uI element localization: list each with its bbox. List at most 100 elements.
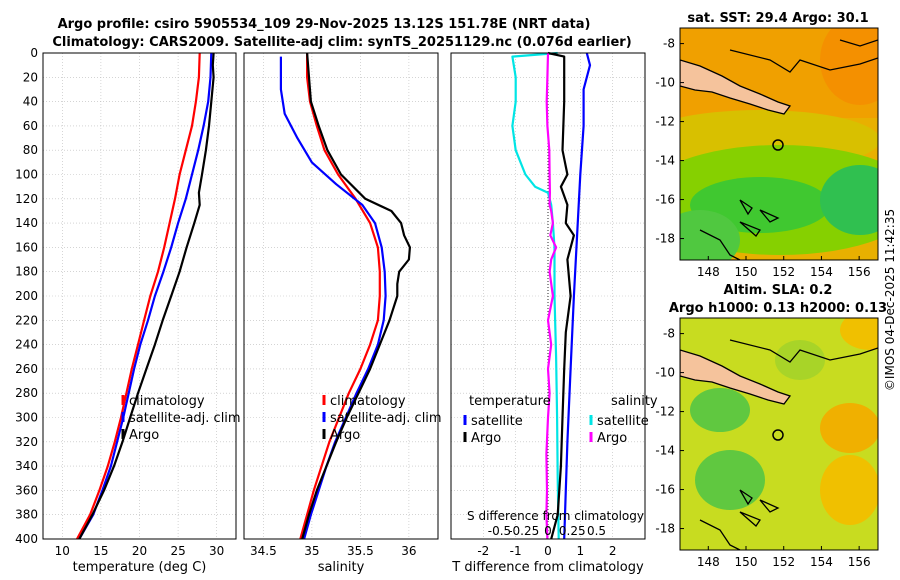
argo-position-marker (772, 139, 784, 151)
map-y-tick-label: -16 (655, 483, 675, 497)
top-tick-label: -0.5 (488, 524, 511, 538)
sla-map-title-line2: Argo h1000: 0.13 h2000: 0.13 (669, 301, 887, 316)
map-x-tick-label: 152 (772, 555, 795, 569)
x-tick-label: 36 (401, 544, 416, 558)
map-y-tick-label: -18 (655, 232, 675, 246)
y-tick-label: 380 (15, 508, 38, 522)
sla-map-title-line1: Altim. SLA: 0.2 (724, 283, 833, 298)
panel-frame (42, 52, 237, 540)
y-tick-label: 120 (15, 192, 38, 206)
y-tick-label: 260 (15, 362, 38, 376)
y-tick-label: 180 (15, 265, 38, 279)
series-line-climatology (76, 52, 201, 540)
land-new-guinea-2 (680, 349, 792, 405)
sst-map-ticks: 148 150 152 154 156 -8 -10 -12 -14 -16 -18 (655, 37, 870, 279)
series-line-argo (78, 52, 215, 540)
y-tick-label: 240 (15, 338, 38, 352)
x-tick-label: 35.5 (347, 544, 374, 558)
top-axis-label: S difference from climatology (467, 509, 644, 523)
map-x-tick-label: 156 (848, 265, 871, 279)
top-tick-label: -0.25 (508, 524, 539, 538)
x-tick-label: 1 (577, 544, 585, 558)
map-x-tick-label: 150 (735, 555, 758, 569)
series-line-climatology (299, 53, 381, 540)
y-tick-label: 280 (15, 386, 38, 400)
map-x-tick-label: 148 (697, 265, 720, 279)
panel-frame (450, 52, 646, 540)
y-tick-label: 300 (15, 411, 38, 425)
y-tick-label: 160 (15, 240, 38, 254)
map-y-tick-label: -12 (655, 405, 675, 419)
series-line-satellite-adj-clim (78, 52, 213, 540)
map-y-tick-label: -12 (655, 115, 675, 129)
top-tick-label: 0.25 (559, 524, 586, 538)
x-tick-label: 0 (544, 544, 552, 558)
y-tick-label: 320 (15, 435, 38, 449)
chart-title-line2: Climatology: CARS2009. Satellite-adj cli… (52, 35, 631, 50)
map-y-tick-label: -16 (655, 193, 675, 207)
sst-map: sat. SST: 29.4 Argo: 30.1 148 150 152 154 15… (655, 11, 879, 279)
panel-difference: -2 -1 0 1 2 T difference from climatology temp… (450, 51, 658, 575)
map-y-tick-label: -10 (655, 366, 675, 380)
legend-label: satellite (471, 414, 523, 429)
map-y-tick-label: -14 (655, 154, 675, 168)
map-x-tick-label: 156 (848, 555, 871, 569)
legend-label: Argo (597, 431, 627, 446)
map-x-tick-label: 154 (810, 555, 833, 569)
x-axis-label: temperature (deg C) (73, 560, 207, 575)
land-new-guinea (680, 59, 792, 115)
legend-label: Argo (330, 428, 360, 443)
series-line-salinity-satellite (547, 51, 576, 540)
y-tick-label: 40 (23, 95, 38, 109)
map-x-tick-label: 150 (735, 265, 758, 279)
panel-frame (243, 52, 439, 540)
legend-label: climatology (129, 394, 205, 409)
y-tick-label: 60 (23, 119, 38, 133)
legend-title-temperature: temperature (469, 394, 551, 409)
map-y-tick-label: -18 (655, 522, 675, 536)
y-tick-label: 20 (23, 70, 38, 84)
sst-map-title: sat. SST: 29.4 Argo: 30.1 (687, 11, 868, 26)
x-tick-label: 20 (132, 544, 147, 558)
y-tick-label: 200 (15, 289, 38, 303)
map-x-tick-label: 154 (810, 265, 833, 279)
series-line-argo (301, 52, 411, 540)
top-tick-label: 0 (544, 524, 552, 538)
chart-title-line1: Argo profile: csiro 5905534_109 29-Nov-2… (58, 17, 591, 32)
x-tick-label: -2 (477, 544, 489, 558)
map-y-tick-label: -10 (655, 76, 675, 90)
series-line-satellite-adj-clim (279, 56, 387, 540)
y-tick-label: 80 (23, 143, 38, 157)
x-tick-label: 2 (609, 544, 617, 558)
legend-label: climatology (330, 394, 406, 409)
legend-label: Argo (129, 428, 159, 443)
legend-label: satellite-adj. clim (129, 411, 241, 426)
y-tick-label: 0 (30, 46, 38, 60)
panel-salinity: 34.5 35 35.5 36 salinity climatology satellite… (243, 52, 442, 575)
sla-map: Altim. SLA: 0.2 Argo h1000: 0.13 h2000: … (655, 283, 887, 569)
y-tick-label: 140 (15, 216, 38, 230)
sla-map-ticks: 148 150 152 154 156 -8 -10 -12 -14 -16 -18 (655, 327, 870, 569)
legend-label: satellite (597, 414, 649, 429)
y-tick-label: 220 (15, 313, 38, 327)
map-y-tick-label: -8 (663, 37, 675, 51)
x-tick-label: 10 (55, 544, 70, 558)
series-line-salinity-argo (545, 52, 558, 540)
x-tick-label: -1 (510, 544, 522, 558)
y-tick-label: 340 (15, 459, 38, 473)
x-axis-label: salinity (318, 560, 365, 575)
map-y-tick-label: -14 (655, 444, 675, 458)
x-tick-label: 25 (170, 544, 185, 558)
series-line-temperature-argo (563, 52, 592, 540)
sla-low-anomaly (690, 388, 750, 432)
top-tick-label: 0.5 (587, 524, 606, 538)
argo-position-marker-2 (772, 429, 784, 441)
y-tick-label: 400 (15, 532, 38, 546)
map-x-tick-label: 152 (772, 265, 795, 279)
map-x-tick-label: 148 (697, 555, 720, 569)
x-tick-label: 34.5 (250, 544, 277, 558)
legend-title-salinity: salinity (611, 394, 658, 409)
legend-label: Argo (471, 431, 501, 446)
